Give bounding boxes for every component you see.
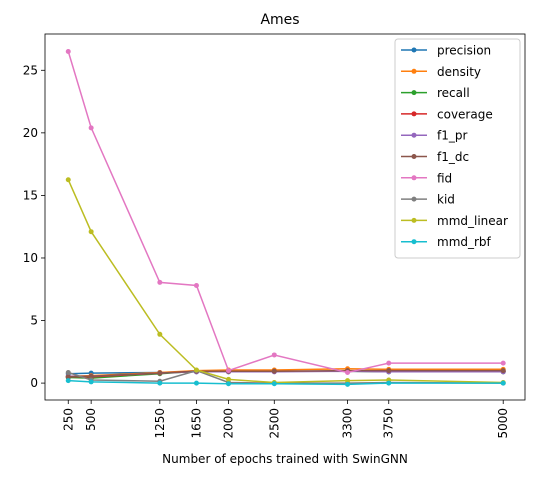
series-f1-dc-point <box>65 374 71 380</box>
series-fid-point <box>386 360 392 366</box>
legend-mmd-linear-marker <box>411 217 417 223</box>
series-mmd-rbf-point <box>226 381 232 387</box>
x-tick-label: 3300 <box>341 408 355 439</box>
series-mmd-linear-point <box>193 367 199 373</box>
series-fid-point <box>65 49 71 55</box>
legend-coverage-marker <box>411 111 417 117</box>
series-kid-point <box>65 369 71 375</box>
legend-f1-pr-label: f1_pr <box>437 129 467 143</box>
x-tick-label: 1650 <box>189 408 203 439</box>
legend-mmd-linear-label: mmd_linear <box>437 214 508 228</box>
legend-f1-dc-marker <box>411 154 417 159</box>
series-fid-point <box>193 283 199 289</box>
chart-plot-area: 0 5 10 15 20 25 250 500 1250 1650 2000 2500 3300 3750… <box>23 33 526 439</box>
series-f1-dc-point <box>500 368 506 374</box>
legend-f1-dc-label: f1_dc <box>437 150 469 164</box>
x-tick-label: 250 <box>61 408 75 431</box>
series-mmd-rbf-point <box>193 380 199 386</box>
legend-precision-label: precision <box>437 44 491 58</box>
series-mmd-rbf-point <box>386 380 392 386</box>
y-tick-label: 15 <box>23 188 38 202</box>
legend-density-label: density <box>437 65 481 79</box>
x-tick-label: 1250 <box>153 408 167 439</box>
series-mmd-rbf-point <box>88 379 94 385</box>
series-fid-point <box>271 352 277 358</box>
x-axis-label: Number of epochs trained with SwinGNN <box>162 452 408 466</box>
series-fid-point <box>88 125 94 131</box>
legend-box <box>394 38 521 259</box>
legend-f1-pr-marker <box>411 132 417 138</box>
axes-frame <box>44 33 526 401</box>
legend-fid-marker <box>411 175 417 181</box>
series-mmd-linear-point <box>65 177 71 183</box>
legend-mmd-rbf-label: mmd_rbf <box>437 235 492 249</box>
series-f1-dc-point <box>157 370 163 376</box>
series-mmd-rbf-point <box>500 380 506 386</box>
series-fid-point <box>226 368 232 374</box>
series-fid-point <box>157 279 163 285</box>
y-tick-label: 25 <box>23 63 38 77</box>
series-mmd-linear-point <box>157 331 163 337</box>
series-mmd-rbf-point <box>157 380 163 386</box>
x-tick-label: 2000 <box>222 408 236 439</box>
x-tick-label: 3750 <box>382 408 396 439</box>
chart-title: Ames <box>260 12 299 28</box>
legend-kid-label: kid <box>437 193 455 207</box>
legend-coverage-label: coverage <box>437 107 493 121</box>
legend-precision-marker <box>411 47 417 53</box>
y-tick-label: 10 <box>23 251 38 265</box>
series-f1-dc-point <box>271 368 277 374</box>
y-tick-label: 0 <box>30 376 38 390</box>
series-mmd-rbf-point <box>65 378 71 384</box>
series-fid-point <box>500 360 506 366</box>
series-mmd-rbf-point <box>345 381 351 387</box>
legend-kid-marker <box>411 196 417 202</box>
legend-mmd-rbf-marker <box>411 239 417 245</box>
y-tick-label: 5 <box>30 314 38 328</box>
legend: precision density recall coverage f1_pr f1_dc… <box>394 38 521 259</box>
x-tick-label: 5000 <box>496 408 510 439</box>
series-mmd-linear-point <box>345 378 351 384</box>
series-f1-dc-point <box>386 368 392 374</box>
legend-fid-label: fid <box>437 171 452 185</box>
series-mmd-linear-point <box>88 229 94 235</box>
legend-recall-marker <box>411 90 417 96</box>
x-tick-label: 2500 <box>267 408 281 439</box>
legend-recall-label: recall <box>437 86 470 100</box>
legend-density-marker <box>411 68 417 74</box>
series-mmd-linear-point <box>226 376 232 382</box>
series-fid-point <box>345 369 351 375</box>
series-f1-dc-point <box>88 373 94 379</box>
y-tick-label: 20 <box>23 126 38 140</box>
x-tick-label: 500 <box>84 408 98 431</box>
series-mmd-rbf-point <box>271 381 277 387</box>
